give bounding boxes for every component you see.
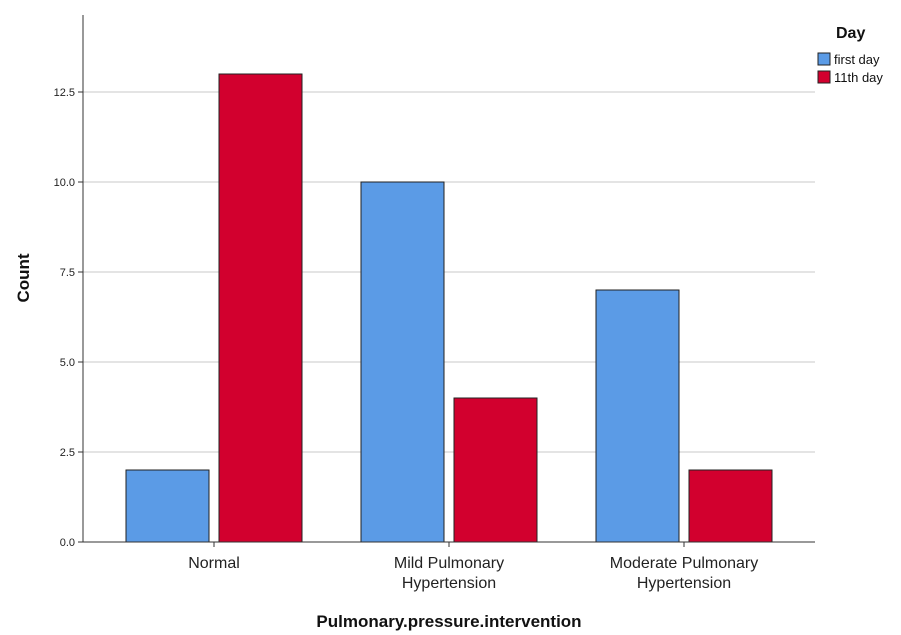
bar-11th-day-2 — [688, 469, 773, 543]
y-tick-labels: 0.0 2.5 5.0 7.5 10.0 12.5 — [54, 87, 83, 549]
y-tick-label: 5.0 — [60, 357, 75, 369]
legend-label: first day — [834, 52, 880, 67]
legend-title: Day — [836, 25, 865, 42]
bar-first-day-1 — [360, 181, 445, 543]
y-tick-label: 10.0 — [54, 177, 75, 189]
bar-first-day-0 — [125, 469, 210, 543]
x-axis-title: Pulmonary.pressure.intervention — [316, 612, 581, 631]
x-tick-label: Moderate Pulmonary — [610, 555, 759, 572]
bar-first-day-2 — [595, 289, 680, 543]
legend-label: 11th day — [834, 70, 883, 85]
y-tick-label: 0.0 — [60, 537, 75, 549]
x-tick-label: Hypertension — [402, 575, 496, 592]
bar-11th-day-1 — [453, 397, 538, 543]
bar-11th-day-0 — [218, 73, 303, 543]
x-tick-labels: Normal Mild Pulmonary Hypertension Moderate… — [188, 542, 758, 592]
legend-swatch — [817, 70, 831, 84]
legend-swatch — [817, 52, 831, 66]
y-tick-label: 2.5 — [60, 447, 75, 459]
gridlines — [83, 91, 815, 453]
bars — [125, 73, 773, 543]
axes — [82, 15, 815, 543]
y-tick-label: 7.5 — [60, 267, 75, 279]
legend: Day first day 11th day — [817, 25, 883, 85]
x-tick-label: Mild Pulmonary — [394, 555, 504, 572]
x-tick-label: Normal — [188, 555, 240, 572]
y-tick-label: 12.5 — [54, 87, 75, 99]
x-tick-label: Hypertension — [637, 575, 731, 592]
y-axis-title: Count — [14, 253, 33, 302]
